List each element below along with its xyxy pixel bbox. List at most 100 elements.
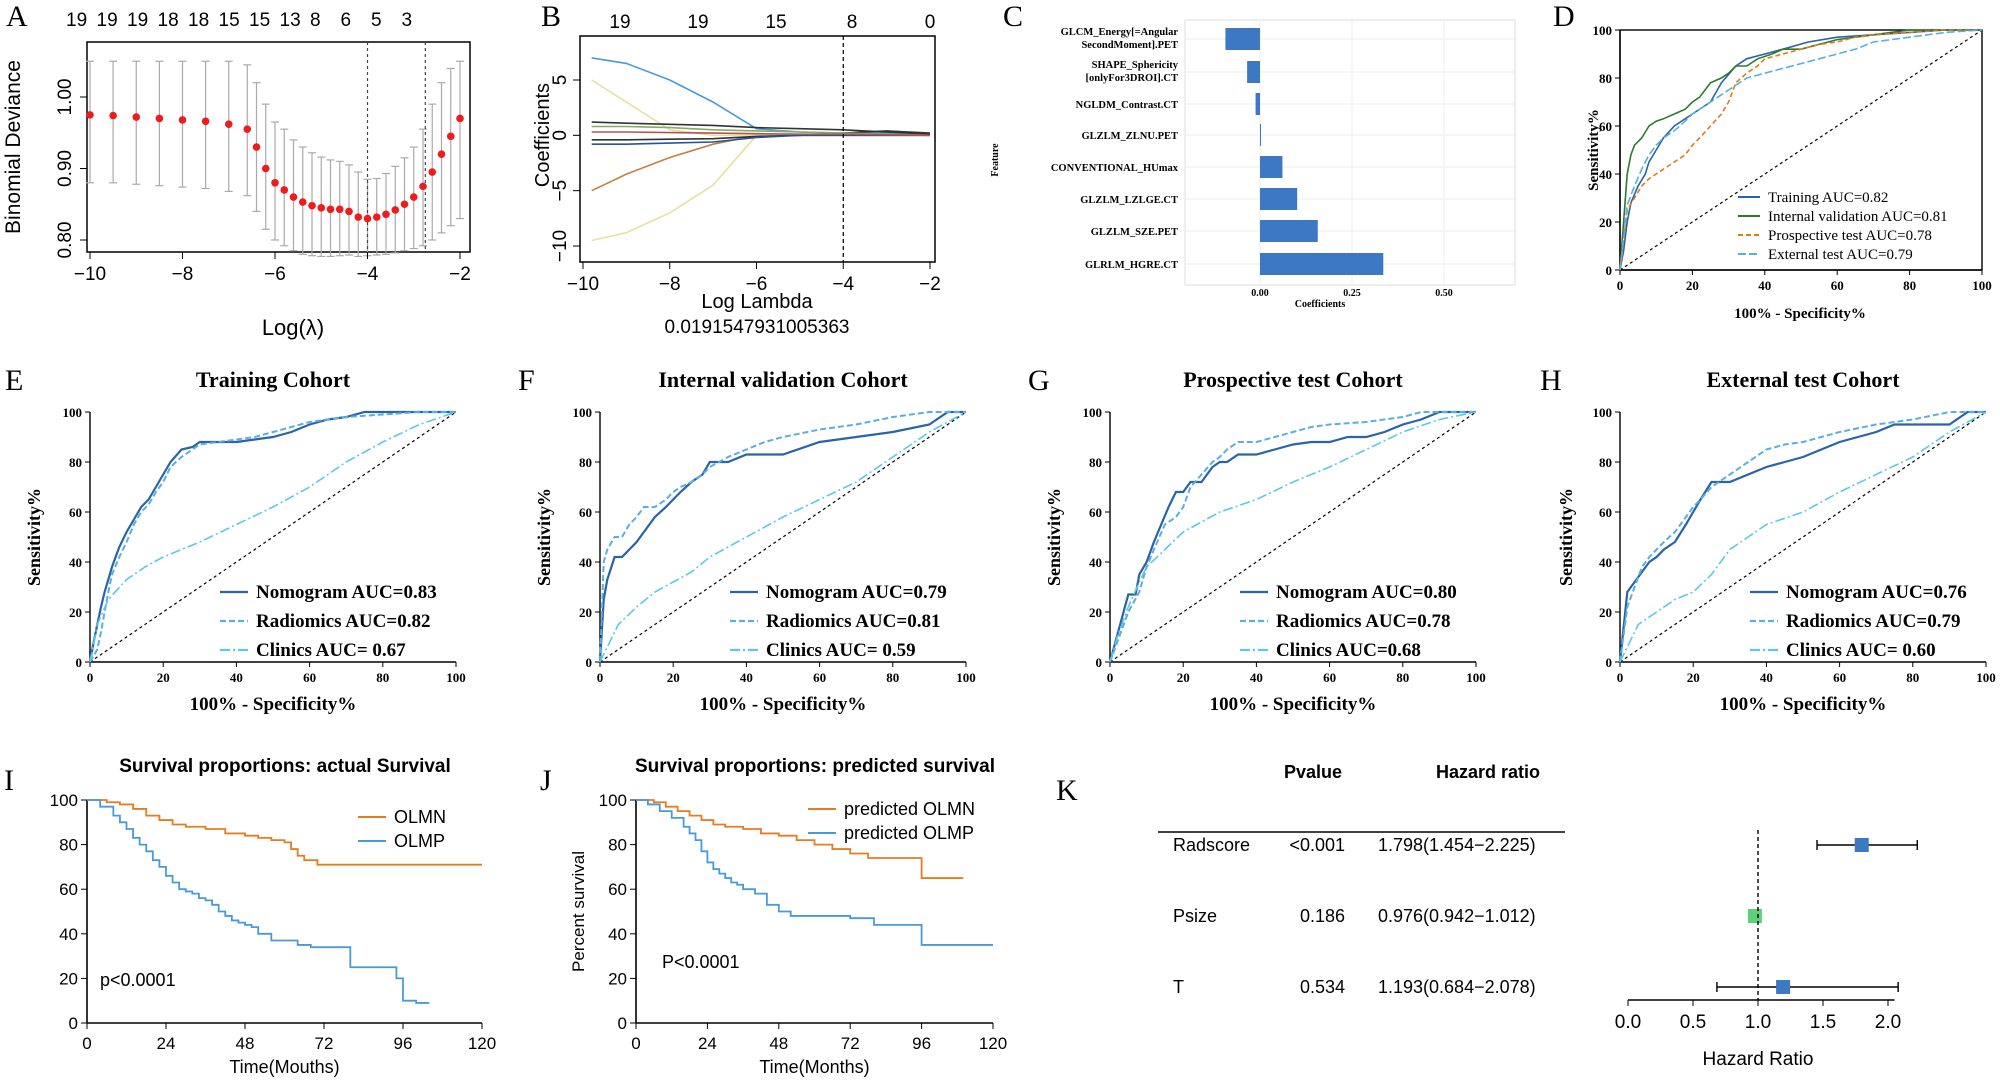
deviance-point bbox=[243, 125, 252, 133]
roc-curve-Nomogram bbox=[1618, 410, 1986, 663]
x-tick-label: 0.00 bbox=[1251, 288, 1269, 299]
top-count-label: 19 bbox=[66, 10, 87, 31]
roc-curve-Internal validation bbox=[1619, 29, 1982, 271]
roc-curve-Radiomics bbox=[599, 411, 966, 663]
y-tick-label: 100 bbox=[1593, 23, 1613, 38]
y-tick-label: 0 bbox=[618, 1014, 627, 1033]
x-tick-label: 0 bbox=[631, 1034, 640, 1053]
x-tick-label: 24 bbox=[698, 1034, 717, 1053]
survival-curve-OLMP bbox=[87, 799, 430, 1004]
x-tick-label: 40 bbox=[230, 670, 243, 685]
legend-label: Nomogram AUC=0.76 bbox=[1786, 582, 1967, 603]
y-axis-label: Sensitivity% bbox=[1044, 488, 1064, 586]
top-count-label: 18 bbox=[158, 10, 179, 31]
row-hazard-ratio: 0.976(0.942−1.012) bbox=[1378, 906, 1536, 926]
x-tick-label: 72 bbox=[315, 1034, 334, 1053]
legend-label: Clinics AUC= 0.59 bbox=[766, 640, 916, 661]
deviance-point bbox=[363, 214, 372, 223]
roc-curve-Nomogram bbox=[1108, 410, 1476, 663]
y-tick-label: 40 bbox=[59, 925, 78, 944]
x-tick-label: 96 bbox=[394, 1034, 413, 1053]
x-axis-label: Log(λ) bbox=[262, 315, 324, 340]
legend-label: predicted OLMN bbox=[844, 799, 975, 819]
y-tick-label: 100 bbox=[50, 791, 78, 810]
x-axis-label: Coefficients bbox=[1295, 299, 1346, 310]
feature-label: [onlyFor3DROI].CT bbox=[1086, 73, 1178, 84]
legend-label: Internal validation AUC=0.81 bbox=[1768, 209, 1948, 225]
y-tick-label: −10 bbox=[550, 230, 571, 262]
y-tick-label: 20 bbox=[1599, 215, 1612, 230]
panel-letter: A bbox=[6, 0, 28, 33]
y-tick-label: 80 bbox=[69, 455, 82, 470]
y-tick-label: 0.80 bbox=[55, 222, 76, 259]
coef-path-c1 bbox=[591, 57, 931, 135]
feature-label: SHAPE_Sphericity bbox=[1092, 60, 1179, 71]
feature-bar bbox=[1260, 188, 1298, 210]
y-tick-label: 40 bbox=[579, 555, 592, 570]
top-count-label: 6 bbox=[341, 10, 352, 31]
y-tick-label: 60 bbox=[1599, 505, 1612, 520]
deviance-point bbox=[289, 193, 298, 201]
x-tick-label: 20 bbox=[157, 670, 170, 685]
y-tick-label: 100 bbox=[599, 791, 627, 810]
x-tick-label: 0 bbox=[1617, 670, 1624, 685]
feature-bar bbox=[1255, 93, 1260, 115]
x-tick-label: 1.0 bbox=[1745, 1012, 1771, 1033]
y-tick-label: 80 bbox=[579, 455, 592, 470]
x-axis-label: 100% - Specificity% bbox=[700, 694, 867, 715]
y-axis-label: Sensitivity% bbox=[1556, 488, 1576, 586]
legend-label: External test AUC=0.79 bbox=[1768, 247, 1913, 263]
y-axis-label: Feature bbox=[990, 143, 1001, 177]
x-tick-label: 80 bbox=[1396, 670, 1409, 685]
top-count-label: 8 bbox=[310, 10, 321, 31]
x-tick-label: 2.0 bbox=[1875, 1012, 1901, 1033]
x-axis-label: Log Lambda bbox=[701, 291, 813, 313]
y-tick-label: 40 bbox=[1599, 555, 1612, 570]
roc-curve-Radiomics bbox=[1109, 411, 1476, 663]
x-tick-label: 0 bbox=[82, 1034, 91, 1053]
feature-label: GLRLM_HGRE.CT bbox=[1085, 260, 1178, 271]
top-count-label: 19 bbox=[97, 10, 118, 31]
x-tick-label: 0.5 bbox=[1680, 1012, 1706, 1033]
x-tick-label: 20 bbox=[1177, 670, 1190, 685]
x-tick-label: 20 bbox=[667, 670, 680, 685]
x-tick-label: −8 bbox=[659, 274, 681, 295]
survival-curve-predicted OLMP bbox=[636, 799, 993, 946]
panel-letter: G bbox=[1028, 364, 1050, 397]
x-tick-label: 80 bbox=[376, 670, 389, 685]
feature-bar bbox=[1260, 220, 1318, 242]
y-tick-label: 0 bbox=[69, 1014, 78, 1033]
column-header-pvalue: Pvalue bbox=[1284, 762, 1342, 782]
reference-diagonal bbox=[599, 411, 967, 663]
y-axis-label: Percent survival bbox=[569, 851, 588, 972]
y-tick-label: 0 bbox=[1606, 655, 1613, 670]
legend-label: Clinics AUC= 0.60 bbox=[1786, 640, 1936, 661]
p-value-label: P<0.0001 bbox=[662, 952, 740, 972]
x-tick-label: 100 bbox=[446, 670, 466, 685]
x-tick-label: −10 bbox=[74, 264, 106, 285]
x-tick-label: 40 bbox=[1250, 670, 1263, 685]
x-tick-label: 100 bbox=[956, 670, 976, 685]
deviance-point bbox=[437, 150, 446, 158]
top-count-label: 0 bbox=[925, 12, 936, 33]
y-axis-label: Binomial Deviance bbox=[2, 60, 25, 234]
x-tick-label: 100 bbox=[1466, 670, 1486, 685]
panel-title: Survival proportions: actual Survival bbox=[119, 756, 451, 777]
y-tick-label: 100 bbox=[63, 405, 83, 420]
legend-label: Radiomics AUC=0.79 bbox=[1786, 611, 1960, 632]
x-tick-label: −4 bbox=[357, 264, 379, 285]
deviance-point bbox=[298, 198, 307, 206]
deviance-point bbox=[317, 204, 326, 212]
top-count-label: 5 bbox=[371, 10, 382, 31]
y-tick-label: 20 bbox=[608, 969, 627, 988]
legend-label: Nomogram AUC=0.83 bbox=[256, 582, 437, 603]
y-tick-label: 100 bbox=[1593, 405, 1613, 420]
top-count-label: 8 bbox=[847, 12, 858, 33]
x-tick-label: −4 bbox=[832, 274, 854, 295]
panel-title: Internal validation Cohort bbox=[658, 367, 908, 392]
coef-path-c9 bbox=[591, 131, 931, 137]
reference-diagonal bbox=[89, 411, 457, 663]
roc-curve-Clinics bbox=[599, 411, 967, 663]
x-tick-label: −2 bbox=[919, 274, 941, 295]
x-axis-label: 100% - Specificity% bbox=[1720, 694, 1887, 715]
